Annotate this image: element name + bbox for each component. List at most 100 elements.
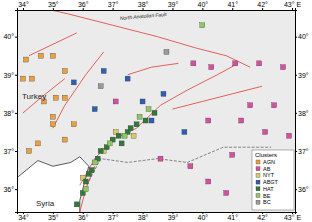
- cluster-nyt: [80, 129, 136, 180]
- tick: 41°: [227, 212, 238, 221]
- tick-label: 37°: [108, 214, 119, 221]
- legend-swatch: [256, 194, 260, 198]
- tick: 34°: [18, 1, 29, 10]
- station: [146, 107, 151, 112]
- tick: 37°: [3, 148, 17, 155]
- station: [71, 80, 76, 85]
- tick-label: 39°: [168, 214, 179, 221]
- tick-label: 39°: [168, 1, 179, 8]
- tick: 43° E: [284, 212, 302, 221]
- tick: 42°: [257, 1, 268, 10]
- fault: [80, 166, 95, 212]
- station: [233, 61, 238, 66]
- tick-mark: [113, 8, 114, 10]
- station: [107, 141, 112, 146]
- tick: 36°: [295, 186, 309, 193]
- tick: 38°: [138, 212, 149, 221]
- station: [23, 57, 28, 62]
- tick-mark: [15, 75, 17, 76]
- tick: 36°: [78, 212, 89, 221]
- station: [125, 76, 130, 81]
- tick-label: 36°: [78, 1, 89, 8]
- tick-label: 43° E: [284, 214, 302, 221]
- station: [230, 152, 235, 157]
- tick-label: 42°: [257, 1, 268, 8]
- tick: 38°: [138, 1, 149, 10]
- station: [53, 95, 58, 100]
- fault: [23, 79, 65, 113]
- tick-mark: [295, 37, 297, 38]
- tick-label: 38°: [138, 214, 149, 221]
- tick: 38°: [295, 110, 309, 117]
- tick-mark: [295, 75, 297, 76]
- tick-mark: [15, 189, 17, 190]
- legend-swatch: [256, 173, 260, 177]
- station: [191, 61, 196, 66]
- station: [71, 122, 76, 127]
- station: [188, 164, 193, 169]
- legend-label: BE: [263, 193, 271, 199]
- station: [50, 122, 55, 127]
- tick-label: 40°: [3, 33, 14, 40]
- station: [158, 156, 163, 161]
- station: [281, 65, 286, 70]
- tick: 39°: [168, 1, 179, 10]
- station: [119, 141, 124, 146]
- tick-mark: [232, 8, 233, 10]
- tick-label: 38°: [3, 110, 14, 117]
- fault: [29, 33, 77, 56]
- tick-mark: [83, 8, 84, 10]
- tick-label: 37°: [3, 148, 14, 155]
- fault: [128, 63, 179, 74]
- tick: 36°: [78, 1, 89, 10]
- cluster-be: [83, 23, 205, 192]
- tick-mark: [172, 8, 173, 10]
- tick-label: 38°: [298, 110, 309, 117]
- station: [62, 68, 67, 73]
- map: 34°35°36°37°38°39°40°41°42°43° E34°35°36…: [0, 0, 312, 222]
- station: [137, 114, 142, 119]
- annotation: Turkey: [22, 92, 46, 101]
- sea: [17, 157, 89, 212]
- station: [140, 99, 145, 104]
- station: [92, 107, 97, 112]
- tick: 36°: [3, 186, 17, 193]
- station: [38, 53, 43, 58]
- tick-label: 36°: [3, 186, 14, 193]
- legend-label: AGN: [263, 159, 275, 165]
- y-axis-left: 36°37°38°39°40°: [3, 11, 17, 213]
- station: [272, 103, 277, 108]
- tick-label: 34°: [18, 1, 29, 8]
- tick-mark: [15, 37, 17, 38]
- legend-label: NYT: [263, 172, 275, 178]
- tick: 35°: [48, 212, 59, 221]
- tick-label: 37°: [108, 1, 119, 8]
- tick: 34°: [18, 212, 29, 221]
- tick-label: 39°: [298, 72, 309, 79]
- legend-swatch: [256, 180, 260, 184]
- legend-label: AB: [263, 166, 271, 172]
- legend: ClustersAGNABNYTABGTHATBEBC: [252, 150, 294, 210]
- station: [35, 141, 40, 146]
- coastline: [17, 157, 89, 212]
- plot-area: [17, 10, 292, 212]
- station: [26, 149, 31, 154]
- legend-swatch: [256, 200, 260, 204]
- cluster-ab: [113, 61, 291, 196]
- station: [209, 65, 214, 70]
- station: [143, 118, 148, 123]
- legend-label: HAT: [263, 186, 274, 192]
- tick-label: 41°: [227, 214, 238, 221]
- fault: [80, 63, 238, 185]
- tick-label: 37°: [298, 148, 309, 155]
- tick-mark: [295, 151, 297, 152]
- tick-mark: [23, 8, 24, 10]
- axis-line: [18, 8, 296, 11]
- legend-title: Clusters: [255, 152, 277, 158]
- tick-mark: [15, 151, 17, 152]
- legend-swatch: [256, 167, 260, 171]
- station: [152, 110, 157, 115]
- station: [161, 91, 166, 96]
- cluster-abgt: [71, 68, 187, 134]
- station: [164, 49, 169, 54]
